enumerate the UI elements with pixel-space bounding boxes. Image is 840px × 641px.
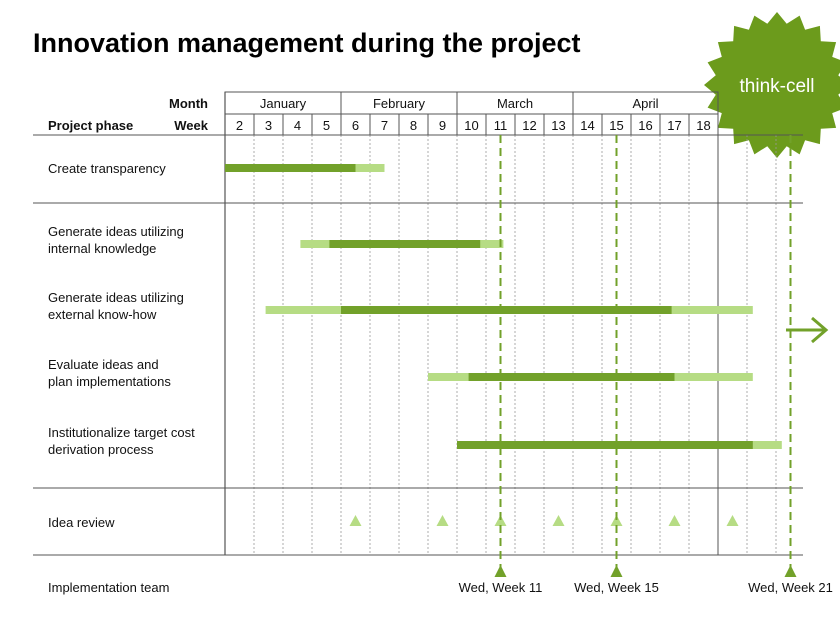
task-bar-dark: [225, 164, 356, 172]
task-label: Generate ideas utilizing: [48, 290, 184, 305]
idea-review-triangle: [668, 515, 681, 526]
think-cell-badge: think-cell: [704, 12, 840, 158]
idea-review-triangle: [494, 515, 507, 526]
task-bar-dark: [341, 306, 672, 314]
badge-text: think-cell: [740, 76, 815, 97]
week-label: 11: [494, 118, 508, 133]
task-bar-dark: [468, 373, 675, 381]
label-layer: January February March April 2 3 4 5 6 7 8 9 10 11 12 1…: [48, 96, 833, 595]
week-label: 16: [638, 118, 652, 133]
idea-review-triangle: [726, 515, 739, 526]
idea-review-triangle: [552, 515, 565, 526]
task-label: derivation process: [48, 442, 154, 457]
month-label: February: [373, 96, 426, 111]
week-label: 15: [609, 118, 623, 133]
task-label: Generate ideas utilizing: [48, 224, 184, 239]
task-label: Evaluate ideas and: [48, 357, 159, 372]
idea-review-label: Idea review: [48, 515, 115, 530]
project-phase-header-label: Project phase: [48, 118, 133, 133]
milestone-triangle: [610, 565, 623, 577]
week-header-label: Week: [174, 118, 208, 133]
week-label: 8: [410, 118, 417, 133]
milestone-label: Wed, Week 11: [459, 580, 543, 595]
week-label: 4: [294, 118, 301, 133]
idea-review-triangle: [349, 515, 362, 526]
week-label: 3: [265, 118, 272, 133]
month-label: January: [260, 96, 307, 111]
week-label: 10: [464, 118, 478, 133]
task-label: internal knowledge: [48, 241, 156, 256]
week-label: 7: [381, 118, 388, 133]
week-label: 5: [323, 118, 330, 133]
month-label: April: [632, 96, 658, 111]
week-label: 18: [696, 118, 710, 133]
month-header-label: Month: [169, 96, 208, 111]
milestone-triangle: [784, 565, 797, 577]
idea-review-triangle: [436, 515, 449, 526]
week-label: 12: [522, 118, 536, 133]
idea-review-triangle: [610, 515, 623, 526]
task-bar-dark: [457, 441, 753, 449]
continuation-arrow-icon: [786, 316, 829, 344]
milestone-label: Wed, Week 15: [574, 580, 659, 595]
bar-layer: [225, 164, 782, 449]
badge-starburst: [704, 12, 840, 158]
task-label: Institutionalize target cost: [48, 425, 195, 440]
page-title: Innovation management during the project: [33, 28, 581, 58]
implementation-team-label: Implementation team: [48, 580, 169, 595]
marker-layer: [349, 135, 797, 577]
week-label: 13: [551, 118, 565, 133]
milestone-label: Wed, Week 21: [748, 580, 833, 595]
task-label: plan implementations: [48, 374, 171, 389]
milestone-triangle: [494, 565, 507, 577]
week-label: 6: [352, 118, 359, 133]
week-label: 9: [439, 118, 446, 133]
week-label: 2: [236, 118, 243, 133]
month-label: March: [497, 96, 533, 111]
grid-layer: [33, 91, 803, 556]
week-label: 14: [580, 118, 594, 133]
task-label: Create transparency: [48, 161, 166, 176]
task-label: external know-how: [48, 307, 157, 322]
task-bar-dark: [329, 240, 481, 248]
week-label: 17: [667, 118, 681, 133]
